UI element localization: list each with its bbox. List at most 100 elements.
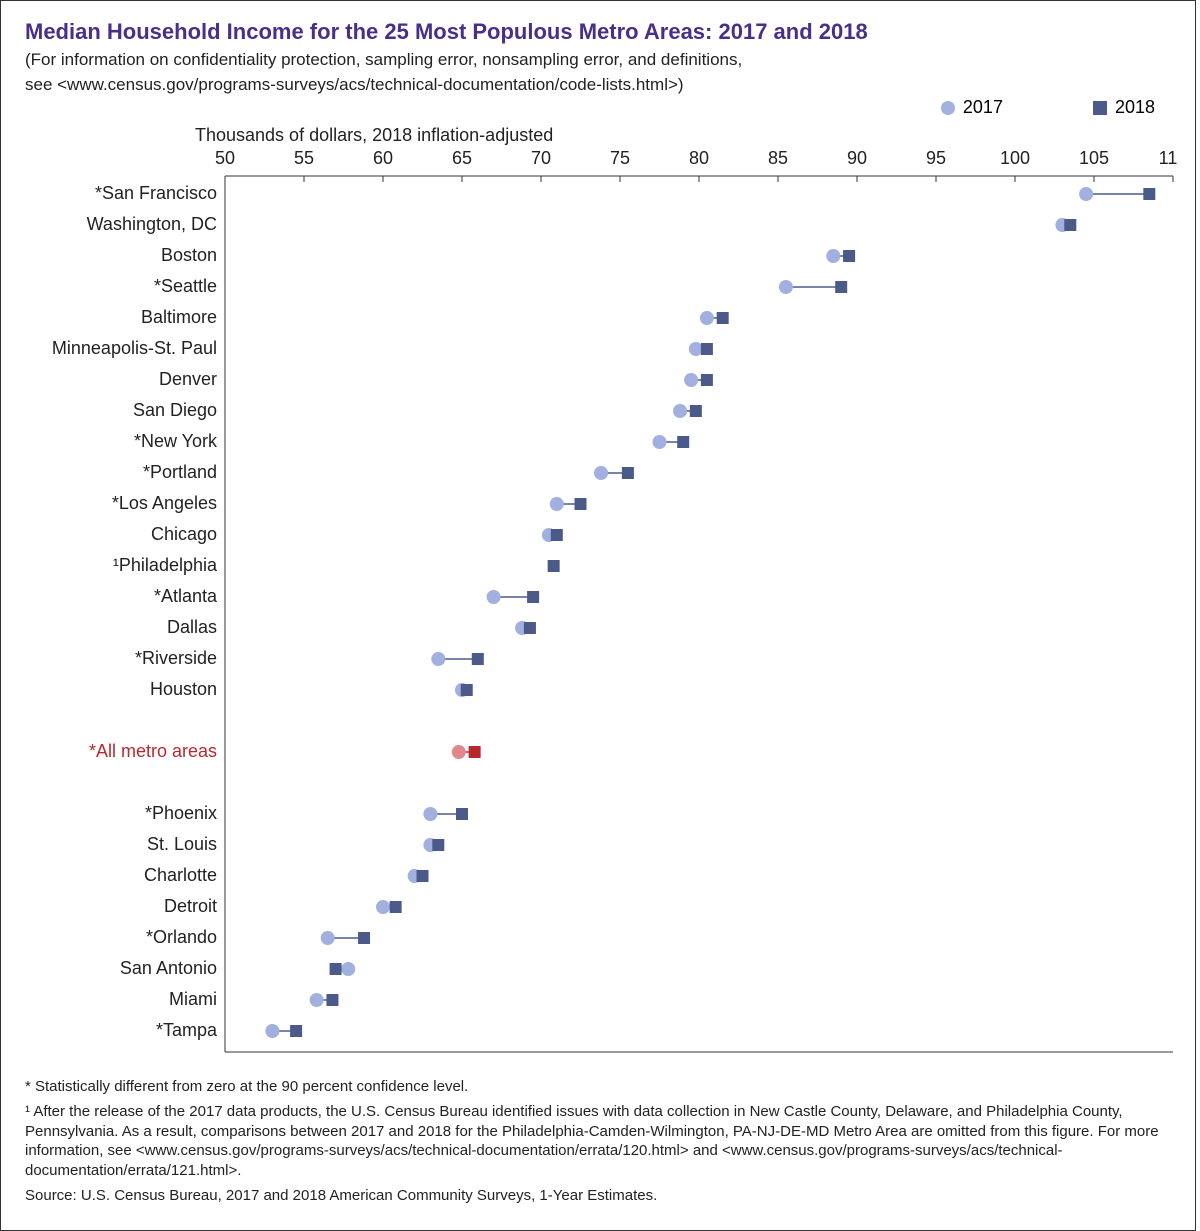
chart-subtitle-line2: see <www.census.gov/programs-surveys/acs… <box>25 74 1171 97</box>
row-label: *Riverside <box>135 648 217 668</box>
marker-2018-square <box>677 436 689 448</box>
marker-2017-circle <box>673 404 687 418</box>
marker-2017-circle <box>341 962 355 976</box>
marker-2018-square <box>417 870 429 882</box>
marker-2018-square <box>469 746 481 758</box>
marker-2018-square <box>701 343 713 355</box>
marker-2017-circle <box>1079 187 1093 201</box>
row-label: San Diego <box>133 400 217 420</box>
chart-container: Median Household Income for the 25 Most … <box>0 0 1196 1231</box>
marker-2017-circle <box>689 342 703 356</box>
row-label: *Seattle <box>154 276 217 296</box>
row-label: ¹Philadelphia <box>113 555 218 575</box>
x-tick-label: 75 <box>610 148 630 168</box>
x-tick-label: 55 <box>294 148 314 168</box>
row-label: Baltimore <box>141 307 217 327</box>
x-tick-label: 95 <box>926 148 946 168</box>
marker-2017-circle <box>265 1024 279 1038</box>
marker-2017-circle <box>684 373 698 387</box>
marker-2017-circle <box>431 652 445 666</box>
legend-2018-label: 2018 <box>1115 97 1155 118</box>
marker-2017-circle <box>321 931 335 945</box>
row-label: San Antonio <box>120 958 217 978</box>
row-label: Detroit <box>164 896 217 916</box>
marker-2018-square <box>527 591 539 603</box>
marker-2017-circle <box>423 807 437 821</box>
row-label: *Portland <box>143 462 217 482</box>
marker-2018-square <box>326 994 338 1006</box>
row-label: Dallas <box>167 617 217 637</box>
marker-2018-square <box>524 622 536 634</box>
square-icon <box>1093 101 1107 115</box>
row-label: Washington, DC <box>87 214 217 234</box>
x-tick-label: 105 <box>1079 148 1109 168</box>
marker-2018-square <box>1064 219 1076 231</box>
marker-2018-square <box>390 901 402 913</box>
marker-2017-circle <box>826 249 840 263</box>
row-label: Charlotte <box>144 865 217 885</box>
marker-2018-square <box>432 839 444 851</box>
marker-2018-square <box>461 684 473 696</box>
dot-plot-svg: 50556065707580859095100105110*San Franci… <box>25 146 1177 1064</box>
marker-2017-circle <box>653 435 667 449</box>
x-tick-label: 80 <box>689 148 709 168</box>
legend-2017: 2017 <box>941 97 1003 118</box>
row-label: Boston <box>161 245 217 265</box>
row-label: *San Francisco <box>95 183 217 203</box>
x-tick-label: 70 <box>531 148 551 168</box>
row-label: *New York <box>134 431 218 451</box>
marker-2017-circle <box>487 590 501 604</box>
row-label: Chicago <box>151 524 217 544</box>
marker-2017-circle <box>452 745 466 759</box>
marker-2018-square <box>835 281 847 293</box>
marker-2017-circle <box>779 280 793 294</box>
marker-2017-circle <box>550 497 564 511</box>
marker-2018-square <box>1143 188 1155 200</box>
row-label: Denver <box>159 369 217 389</box>
marker-2018-square <box>717 312 729 324</box>
marker-2018-square <box>358 932 370 944</box>
row-label: *Tampa <box>156 1020 218 1040</box>
footnote-1: ¹ After the release of the 2017 data pro… <box>25 1102 1171 1180</box>
marker-2018-square <box>701 374 713 386</box>
chart-title: Median Household Income for the 25 Most … <box>25 19 1171 45</box>
marker-2018-square <box>548 560 560 572</box>
footnotes: * Statistically different from zero at t… <box>25 1077 1171 1206</box>
row-label-highlight: *All metro areas <box>89 741 217 761</box>
x-tick-label: 90 <box>847 148 867 168</box>
footnote-asterisk: * Statistically different from zero at t… <box>25 1077 1171 1097</box>
row-label: Minneapolis-St. Paul <box>52 338 217 358</box>
row-label: *Phoenix <box>145 803 217 823</box>
marker-2018-square <box>330 963 342 975</box>
marker-2017-circle <box>594 466 608 480</box>
row-label: *Los Angeles <box>112 493 217 513</box>
marker-2017-circle <box>700 311 714 325</box>
marker-2018-square <box>622 467 634 479</box>
marker-2018-square <box>575 498 587 510</box>
circle-icon <box>941 101 955 115</box>
marker-2017-circle <box>310 993 324 1007</box>
marker-2018-square <box>472 653 484 665</box>
row-label: St. Louis <box>147 834 217 854</box>
legend-2018: 2018 <box>1093 97 1155 118</box>
marker-2018-square <box>456 808 468 820</box>
marker-2018-square <box>690 405 702 417</box>
x-tick-label: 50 <box>215 148 235 168</box>
x-axis-title: Thousands of dollars, 2018 inflation-adj… <box>195 125 1171 146</box>
x-tick-label: 60 <box>373 148 393 168</box>
row-label: Miami <box>169 989 217 1009</box>
legend: 2017 2018 <box>941 97 1155 118</box>
x-tick-label: 110 <box>1159 148 1177 168</box>
x-tick-label: 65 <box>452 148 472 168</box>
row-label: *Orlando <box>146 927 217 947</box>
marker-2018-square <box>290 1025 302 1037</box>
plot-area: 50556065707580859095100105110*San Franci… <box>25 146 1175 1069</box>
row-label: Houston <box>150 679 217 699</box>
chart-subtitle-line1: (For information on confidentiality prot… <box>25 49 1171 72</box>
legend-2017-label: 2017 <box>963 97 1003 118</box>
x-tick-label: 100 <box>1000 148 1030 168</box>
marker-2017-circle <box>376 900 390 914</box>
row-label: *Atlanta <box>154 586 218 606</box>
marker-2018-square <box>551 529 563 541</box>
footnote-source: Source: U.S. Census Bureau, 2017 and 201… <box>25 1186 1171 1206</box>
